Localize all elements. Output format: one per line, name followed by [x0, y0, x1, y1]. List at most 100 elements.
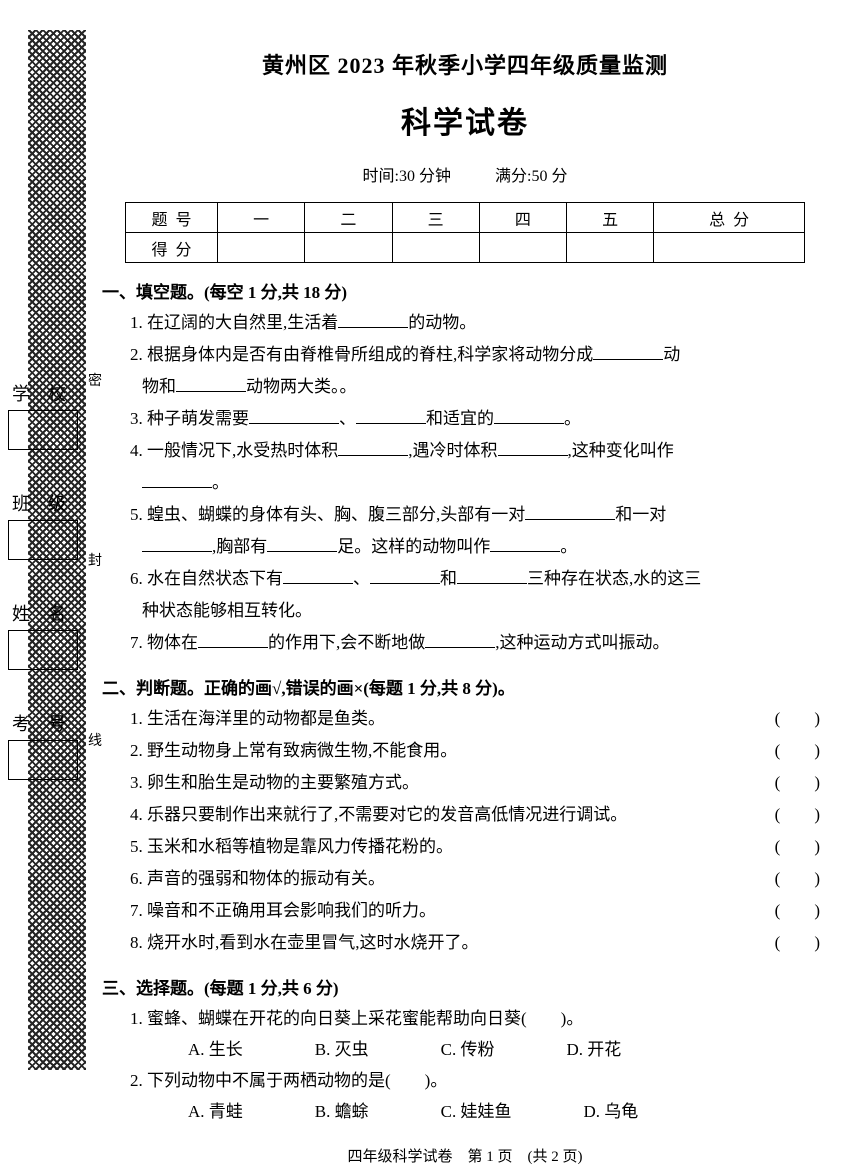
score-row1-label: 题号: [126, 203, 218, 233]
s3-q1: 1. 蜜蜂、蝴蝶在开花的向日葵上采花蜜能帮助向日葵( )。: [110, 1003, 820, 1035]
paren: ( ): [781, 799, 820, 831]
opt-a: A. 青蛙: [188, 1097, 243, 1127]
label-school: 学校: [4, 380, 94, 406]
paren: ( ): [781, 735, 820, 767]
seal-char-2: 封: [88, 550, 102, 570]
s1-q4-a: 4. 一般情况下,水受热时体积: [130, 441, 338, 460]
blank: [249, 406, 339, 424]
score-cell: [305, 233, 392, 263]
box-school: [8, 410, 78, 450]
s1-q5-a: 5. 蝗虫、蝴蝶的身体有头、胸、腹三部分,头部有一对: [130, 505, 525, 524]
blank: [457, 566, 527, 584]
box-class: [8, 520, 78, 560]
s1-q5-e: 。: [560, 537, 577, 556]
blank: [498, 438, 568, 456]
s2-q3-text: 3. 卵生和胎生是动物的主要繁殖方式。: [130, 773, 419, 792]
s2-q8: 8. 烧开水时,看到水在壶里冒气,这时水烧开了。( ): [110, 927, 820, 959]
blank: [425, 630, 495, 648]
section3-header: 三、选择题。(每题 1 分,共 6 分): [102, 975, 820, 1003]
opt-b: B. 蟾蜍: [315, 1097, 369, 1127]
opt-a: A. 生长: [188, 1035, 243, 1065]
box-examno: [8, 740, 78, 780]
blank: [494, 406, 564, 424]
s1-q5-b: 和一对: [615, 505, 666, 524]
s2-q7: 7. 噪音和不正确用耳会影响我们的听力。( ): [110, 895, 820, 927]
blank: [338, 310, 408, 328]
s1-q2-a: 2. 根据身体内是否有由脊椎骨所组成的脊柱,科学家将动物分成: [130, 345, 593, 364]
blank: [356, 406, 426, 424]
section1-header: 一、填空题。(每空 1 分,共 18 分): [102, 279, 820, 307]
blank: [338, 438, 408, 456]
s2-q3: 3. 卵生和胎生是动物的主要繁殖方式。 ( ): [110, 767, 820, 799]
blank: [490, 534, 560, 552]
s1-q5: 5. 蝗虫、蝴蝶的身体有头、胸、腹三部分,头部有一对和一对 ,胸部有足。这样的动…: [110, 499, 820, 563]
score-cell: [479, 233, 566, 263]
paren: ( ): [781, 927, 820, 959]
s1-q2-b: 动: [663, 345, 680, 364]
s1-q3: 3. 种子萌发需要、和适宜的。: [110, 403, 820, 435]
label-examno: 考号: [4, 710, 94, 736]
s1-q1-b: 的动物。: [408, 313, 476, 332]
s1-q7-b: 的作用下,会不断地做: [268, 633, 425, 652]
score-col-2: 二: [305, 203, 392, 233]
s2-q4-text: 4. 乐器只要制作出来就行了,不需要对它的发音高低情况进行调试。: [130, 805, 627, 824]
s3-q2-options: A. 青蛙 B. 蟾蜍 C. 娃娃鱼 D. 乌龟: [110, 1097, 820, 1127]
footer: 四年级科学试卷 第 1 页 (共 2 页): [110, 1145, 820, 1166]
opt-d: D. 乌龟: [583, 1097, 638, 1127]
s1-q3-a: 3. 种子萌发需要: [130, 409, 249, 428]
s2-q5-text: 5. 玉米和水稻等植物是靠风力传播花粉的。: [130, 837, 453, 856]
main-content: 黄州区 2023 年秋季小学四年级质量监测 科学试卷 时间:30 分钟 满分:5…: [110, 30, 840, 1166]
opt-c: C. 传粉: [441, 1035, 495, 1065]
opt-d: D. 开花: [566, 1035, 621, 1065]
blank: [267, 534, 337, 552]
side-labels: 学校 班级 姓名 考号: [4, 380, 94, 820]
blank: [198, 630, 268, 648]
s1-q6-c: 和: [440, 569, 457, 588]
s1-q2: 2. 根据身体内是否有由脊椎骨所组成的脊柱,科学家将动物分成 动 物和 动物两大类。…: [110, 339, 820, 403]
s2-q2-text: 2. 野生动物身上常有致病微生物,不能食用。: [130, 741, 457, 760]
s1-q7-a: 7. 物体在: [130, 633, 198, 652]
blank: [283, 566, 353, 584]
blank: [142, 534, 212, 552]
score-col-4: 四: [479, 203, 566, 233]
title-line2: 科学试卷: [110, 98, 820, 142]
s1-q4-c: ,这种变化叫作: [568, 441, 674, 460]
score-col-1: 一: [218, 203, 305, 233]
score-row2-label: 得分: [126, 233, 218, 263]
score-cell: [392, 233, 479, 263]
s2-q1: 1. 生活在海洋里的动物都是鱼类。( ): [110, 703, 820, 735]
blank: [370, 566, 440, 584]
s1-q6: 6. 水在自然状态下有、和三种存在状态,水的这三 种状态能够相互转化。: [110, 563, 820, 627]
s1-q7: 7. 物体在的作用下,会不断地做,这种运动方式叫振动。: [110, 627, 820, 659]
title-line1: 黄州区 2023 年秋季小学四年级质量监测: [110, 48, 820, 80]
score-col-total: 总分: [654, 203, 805, 233]
s1-q4-b: ,遇冷时体积: [408, 441, 497, 460]
label-class: 班级: [4, 490, 94, 516]
blank: [593, 342, 663, 360]
label-name: 姓名: [4, 600, 94, 626]
paren: ( ): [781, 895, 820, 927]
score-cell: [567, 233, 654, 263]
s1-q4: 4. 一般情况下,水受热时体积,遇冷时体积,这种变化叫作 。: [110, 435, 820, 499]
s2-q2: 2. 野生动物身上常有致病微生物,不能食用。 ( ): [110, 735, 820, 767]
blank: [525, 502, 615, 520]
s1-q3-b: 、: [339, 409, 356, 428]
paren: ( ): [781, 863, 820, 895]
opt-b: B. 灭虫: [315, 1035, 369, 1065]
score-table: 题号 一 二 三 四 五 总分 得分: [125, 202, 805, 263]
opt-c: C. 娃娃鱼: [441, 1097, 512, 1127]
score-col-5: 五: [567, 203, 654, 233]
s1-q1-a: 1. 在辽阔的大自然里,生活着: [130, 313, 338, 332]
fullscore-label: 满分:50 分: [495, 168, 567, 185]
time-label: 时间:30 分钟: [363, 168, 451, 185]
s1-q3-d: 。: [564, 409, 581, 428]
s3-q2: 2. 下列动物中不属于两栖动物的是( )。: [110, 1065, 820, 1097]
paren: ( ): [781, 703, 820, 735]
paren: ( ): [781, 767, 820, 799]
s1-q5-c: ,胸部有: [212, 537, 267, 556]
s1-q2-c: 物和: [136, 377, 176, 396]
s1-q1: 1. 在辽阔的大自然里,生活着 的动物。: [110, 307, 820, 339]
s1-q2-d: 动物两大类。。: [246, 377, 357, 396]
s3-q1-options: A. 生长 B. 灭虫 C. 传粉 D. 开花: [110, 1035, 820, 1065]
blank: [142, 470, 212, 488]
